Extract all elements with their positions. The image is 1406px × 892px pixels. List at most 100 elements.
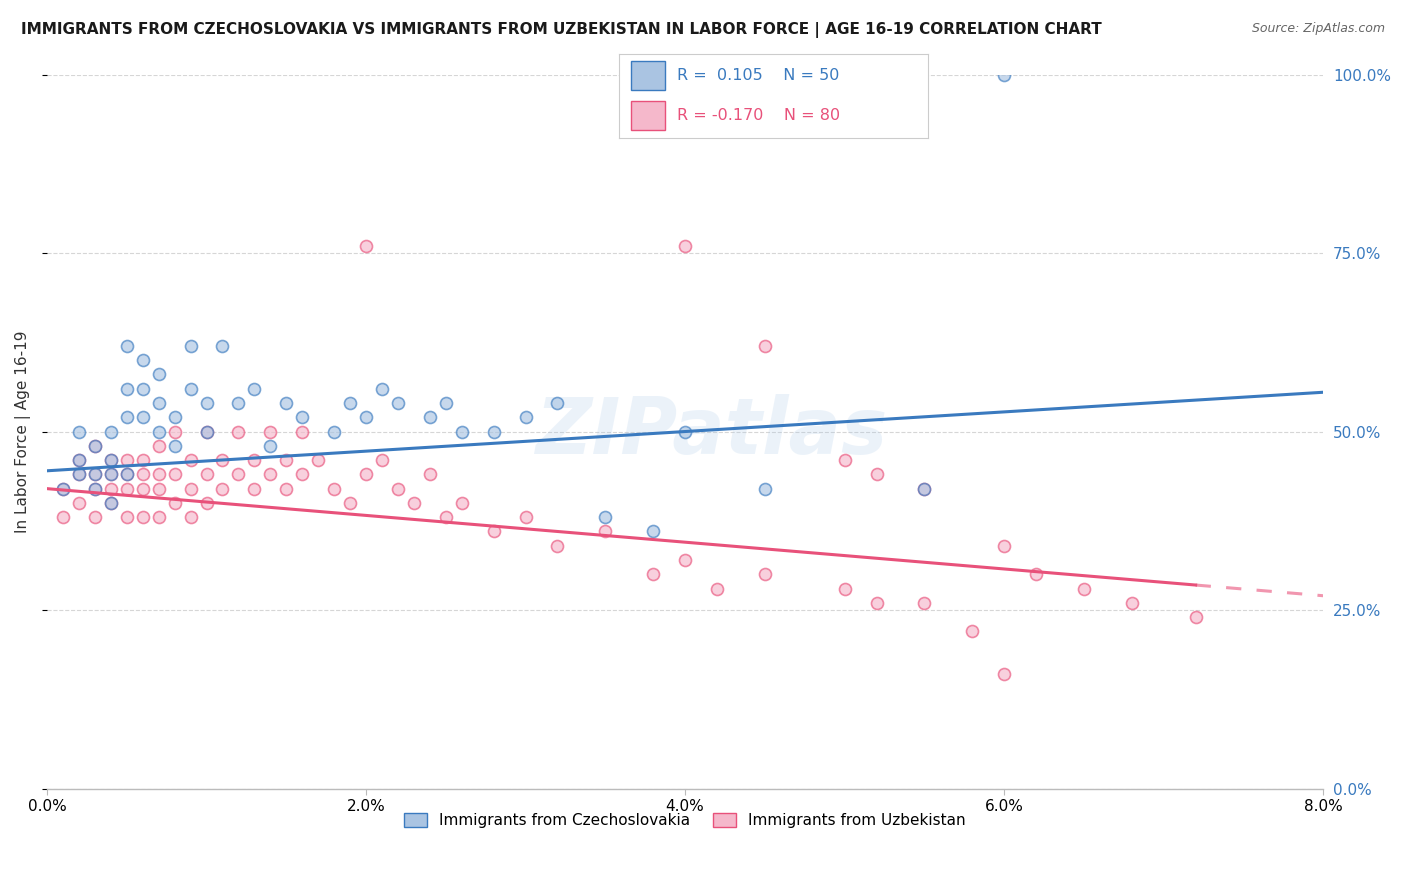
- Point: [276, 396, 298, 410]
- Point: [148, 396, 170, 410]
- Point: [67, 496, 90, 510]
- Point: [195, 496, 218, 510]
- Point: [228, 467, 250, 482]
- Text: Source: ZipAtlas.com: Source: ZipAtlas.com: [1251, 22, 1385, 36]
- Point: [148, 467, 170, 482]
- Point: [434, 510, 457, 524]
- Point: [100, 467, 122, 482]
- Point: [547, 396, 569, 410]
- Point: [195, 396, 218, 410]
- Point: [131, 510, 153, 524]
- Point: [211, 339, 233, 353]
- Point: [67, 453, 90, 467]
- Point: [323, 482, 346, 496]
- Point: [67, 467, 90, 482]
- Point: [450, 496, 472, 510]
- Point: [276, 453, 298, 467]
- Point: [115, 467, 138, 482]
- Point: [195, 425, 218, 439]
- Point: [148, 368, 170, 382]
- Point: [547, 539, 569, 553]
- Point: [434, 396, 457, 410]
- Legend: Immigrants from Czechoslovakia, Immigrants from Uzbekistan: Immigrants from Czechoslovakia, Immigran…: [398, 806, 972, 834]
- Point: [100, 453, 122, 467]
- Point: [962, 624, 984, 639]
- Point: [100, 453, 122, 467]
- Point: [482, 425, 505, 439]
- Point: [163, 425, 186, 439]
- Point: [323, 425, 346, 439]
- Point: [354, 410, 377, 425]
- Point: [419, 410, 441, 425]
- Point: [100, 482, 122, 496]
- Point: [115, 482, 138, 496]
- Point: [100, 496, 122, 510]
- Point: [228, 425, 250, 439]
- Point: [180, 510, 202, 524]
- Point: [131, 467, 153, 482]
- Point: [115, 453, 138, 467]
- Point: [163, 496, 186, 510]
- Point: [131, 482, 153, 496]
- Point: [148, 439, 170, 453]
- Point: [148, 482, 170, 496]
- Text: ZIPatlas: ZIPatlas: [534, 393, 887, 469]
- Point: [1121, 596, 1143, 610]
- Point: [339, 396, 361, 410]
- Point: [115, 467, 138, 482]
- Point: [259, 467, 281, 482]
- Point: [180, 482, 202, 496]
- Point: [115, 382, 138, 396]
- Point: [339, 496, 361, 510]
- Point: [754, 482, 776, 496]
- Point: [993, 667, 1015, 681]
- Point: [83, 467, 105, 482]
- Point: [754, 339, 776, 353]
- Point: [643, 524, 665, 539]
- Text: IMMIGRANTS FROM CZECHOSLOVAKIA VS IMMIGRANTS FROM UZBEKISTAN IN LABOR FORCE | AG: IMMIGRANTS FROM CZECHOSLOVAKIA VS IMMIGR…: [21, 22, 1102, 38]
- Point: [834, 453, 856, 467]
- Point: [243, 453, 266, 467]
- Point: [163, 467, 186, 482]
- Point: [354, 239, 377, 253]
- Point: [387, 482, 409, 496]
- Point: [259, 439, 281, 453]
- Point: [115, 510, 138, 524]
- Point: [228, 396, 250, 410]
- Point: [912, 482, 935, 496]
- Point: [865, 596, 887, 610]
- Point: [450, 425, 472, 439]
- Point: [706, 582, 728, 596]
- Point: [115, 339, 138, 353]
- Point: [148, 510, 170, 524]
- Point: [100, 467, 122, 482]
- Point: [163, 439, 186, 453]
- Point: [993, 539, 1015, 553]
- Text: R = -0.170    N = 80: R = -0.170 N = 80: [678, 108, 841, 123]
- Point: [515, 410, 537, 425]
- Point: [243, 382, 266, 396]
- Point: [354, 467, 377, 482]
- Point: [195, 425, 218, 439]
- Point: [211, 482, 233, 496]
- Point: [163, 410, 186, 425]
- Point: [115, 410, 138, 425]
- Point: [131, 353, 153, 368]
- Point: [131, 410, 153, 425]
- Point: [83, 482, 105, 496]
- Point: [67, 425, 90, 439]
- Point: [52, 510, 75, 524]
- Point: [673, 425, 696, 439]
- Point: [276, 482, 298, 496]
- Point: [912, 482, 935, 496]
- Point: [673, 553, 696, 567]
- Point: [100, 496, 122, 510]
- Point: [131, 453, 153, 467]
- Point: [131, 382, 153, 396]
- Point: [259, 425, 281, 439]
- Point: [211, 453, 233, 467]
- Point: [993, 68, 1015, 82]
- Point: [83, 439, 105, 453]
- Point: [482, 524, 505, 539]
- Point: [180, 453, 202, 467]
